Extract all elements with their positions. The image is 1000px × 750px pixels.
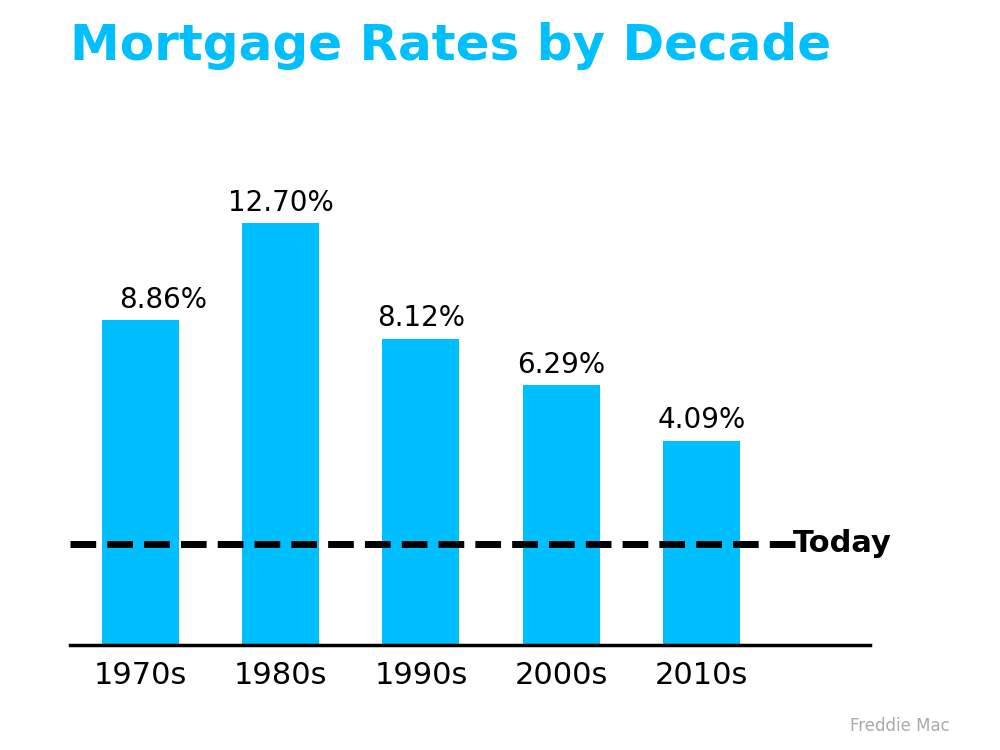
Text: 12.70%: 12.70%	[228, 189, 333, 217]
Text: Today: Today	[793, 530, 892, 559]
Bar	[663, 440, 740, 645]
Text: Freddie Mac: Freddie Mac	[850, 717, 950, 735]
Bar	[523, 385, 600, 645]
Text: 6.29%: 6.29%	[517, 351, 605, 379]
Text: Mortgage Rates by Decade: Mortgage Rates by Decade	[70, 22, 831, 70]
Bar	[102, 320, 179, 645]
Bar	[242, 223, 319, 645]
Text: 8.12%: 8.12%	[377, 304, 465, 332]
Text: 4.09%: 4.09%	[657, 406, 746, 434]
Bar	[382, 339, 459, 645]
Text: 8.86%: 8.86%	[119, 286, 207, 314]
